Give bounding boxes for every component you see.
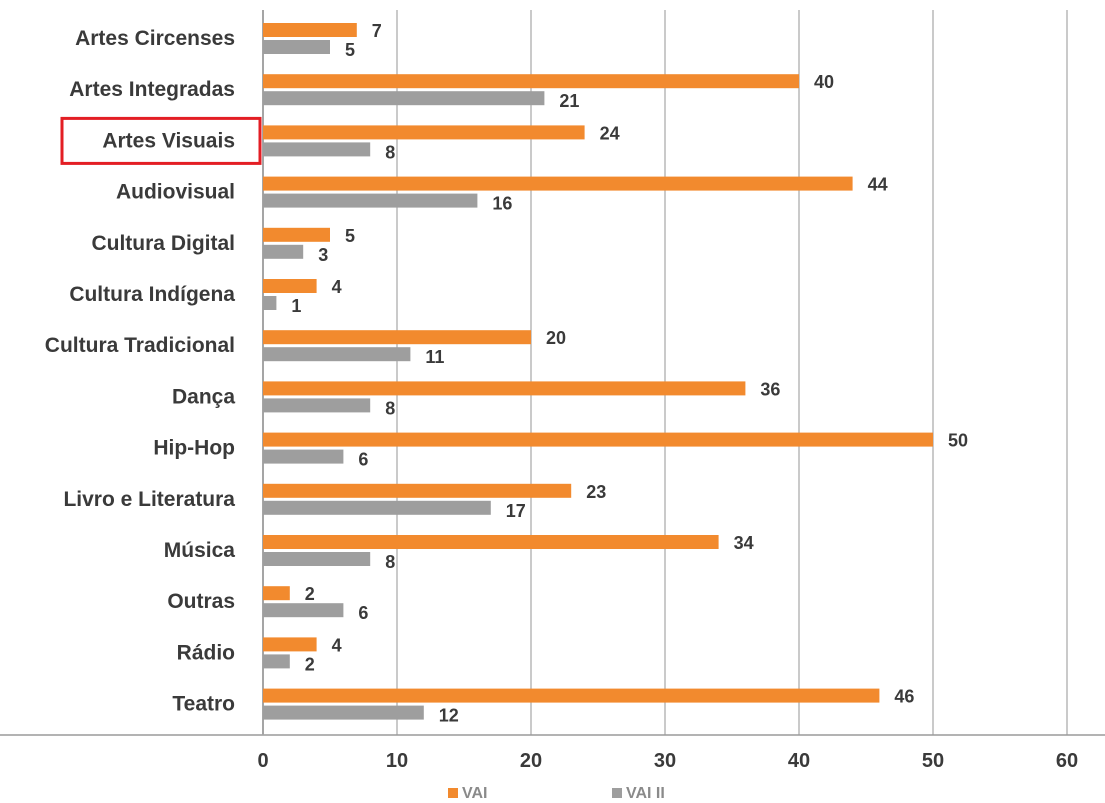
bar-vai-audiovisual (263, 176, 853, 191)
value-label-vai-ii-cultura-digital: 3 (318, 245, 328, 265)
value-label-vai-ii-danca: 8 (385, 398, 395, 418)
category-label-cultura-indigena: Cultura Indígena (69, 283, 235, 306)
bar-vai-outras (263, 586, 290, 601)
bar-vai-cultura-tradicional (263, 330, 531, 345)
category-label-radio: Rádio (177, 641, 235, 664)
category-label-artes-circenses: Artes Circenses (75, 27, 235, 50)
bar-vai-artes-visuais (263, 125, 585, 140)
value-label-vai-teatro: 46 (894, 687, 914, 707)
value-label-vai-radio: 4 (332, 635, 342, 655)
bar-vai-ii-hip-hop (263, 449, 344, 464)
legend: VAI VAI II (448, 785, 665, 802)
bar-vai-ii-outras (263, 603, 344, 618)
value-label-vai-ii-hip-hop: 6 (358, 450, 368, 470)
bar-vai-ii-danca (263, 398, 371, 413)
value-label-vai-ii-cultura-tradicional: 11 (425, 347, 444, 367)
value-label-vai-artes-integradas: 40 (814, 72, 834, 92)
bar-vai-ii-cultura-digital (263, 244, 304, 259)
bar-vai-artes-circenses (263, 23, 357, 37)
value-label-vai-danca: 36 (760, 379, 780, 399)
value-label-vai-cultura-tradicional: 20 (546, 328, 566, 348)
bar-vai-ii-musica (263, 552, 371, 566)
category-label-artes-visuais: Artes Visuais (102, 129, 235, 152)
bar-vai-ii-livro-e-literatura (263, 500, 491, 515)
value-label-vai-cultura-digital: 5 (345, 226, 355, 246)
value-label-vai-outras: 2 (305, 584, 315, 604)
bar-vai-livro-e-literatura (263, 483, 572, 498)
legend-label-vai: VAI (462, 785, 487, 802)
bars (263, 23, 933, 720)
bar-vai-teatro (263, 688, 880, 703)
value-label-vai-audiovisual: 44 (868, 175, 888, 195)
legend-label-vai-ii: VAI II (626, 785, 665, 802)
category-label-teatro: Teatro (172, 693, 235, 716)
bar-vai-ii-artes-visuais (263, 142, 371, 157)
bar-vai-ii-teatro (263, 705, 424, 720)
value-label-vai-ii-musica: 8 (385, 552, 395, 572)
legend-swatch-vai-ii (612, 788, 622, 798)
category-label-livro-e-literatura: Livro e Literatura (63, 488, 235, 511)
bar-vai-hip-hop (263, 432, 933, 447)
value-label-vai-ii-outras: 6 (358, 603, 368, 623)
x-tick-label: 50 (922, 750, 944, 772)
bar-vai-ii-artes-integradas (263, 91, 545, 106)
category-label-cultura-tradicional: Cultura Tradicional (45, 334, 235, 357)
bar-vai-radio (263, 637, 317, 652)
value-label-vai-cultura-indigena: 4 (332, 277, 342, 297)
bar-vai-ii-radio (263, 654, 290, 669)
bar-vai-danca (263, 381, 746, 396)
value-label-vai-ii-artes-circenses: 5 (345, 40, 355, 60)
category-label-cultura-digital: Cultura Digital (91, 232, 235, 255)
x-tick-label: 30 (654, 750, 676, 772)
value-label-vai-ii-artes-integradas: 21 (559, 91, 579, 111)
value-label-vai-ii-audiovisual: 16 (492, 194, 512, 214)
x-tick-label: 0 (257, 750, 268, 772)
category-label-danca: Dança (172, 385, 235, 408)
bar-vai-ii-cultura-tradicional (263, 347, 411, 362)
category-label-musica: Música (164, 539, 236, 562)
value-label-vai-musica: 34 (734, 533, 754, 553)
x-tick-label: 10 (386, 750, 408, 772)
value-label-vai-ii-cultura-indigena: 1 (291, 296, 301, 316)
bar-vai-cultura-indigena (263, 279, 317, 293)
value-label-vai-artes-visuais: 24 (600, 123, 620, 143)
bar-vai-ii-audiovisual (263, 193, 478, 208)
category-label-artes-integradas: Artes Integradas (69, 78, 235, 101)
legend-swatch-vai (448, 788, 458, 798)
bar-vai-musica (263, 535, 719, 549)
value-label-vai-ii-radio: 2 (305, 654, 315, 674)
x-tick-label: 20 (520, 750, 542, 772)
value-label-vai-hip-hop: 50 (948, 431, 968, 451)
category-labels: Artes Circenses Artes Integradas Artes Vis… (45, 27, 262, 716)
category-label-outras: Outras (167, 590, 235, 613)
x-tick-label: 60 (1056, 750, 1078, 772)
value-label-vai-artes-circenses: 7 (372, 21, 382, 41)
x-axis-ticks: 0 10 20 30 40 50 60 (257, 750, 1078, 772)
bar-vai-ii-artes-circenses (263, 40, 330, 54)
value-label-vai-livro-e-literatura: 23 (586, 482, 606, 502)
bar-vai-ii-cultura-indigena (263, 296, 277, 310)
category-label-audiovisual: Audiovisual (116, 181, 235, 204)
highlight-box (60, 116, 262, 165)
value-labels: 7540212484416534120113685062317348264246… (291, 21, 968, 726)
category-label-hip-hop: Hip-Hop (153, 437, 235, 460)
x-tick-label: 40 (788, 750, 810, 772)
bar-vai-cultura-digital (263, 227, 330, 242)
value-label-vai-ii-livro-e-literatura: 17 (506, 501, 526, 521)
value-label-vai-ii-teatro: 12 (439, 706, 459, 726)
value-label-vai-ii-artes-visuais: 8 (385, 142, 395, 162)
bar-vai-artes-integradas (263, 74, 799, 89)
